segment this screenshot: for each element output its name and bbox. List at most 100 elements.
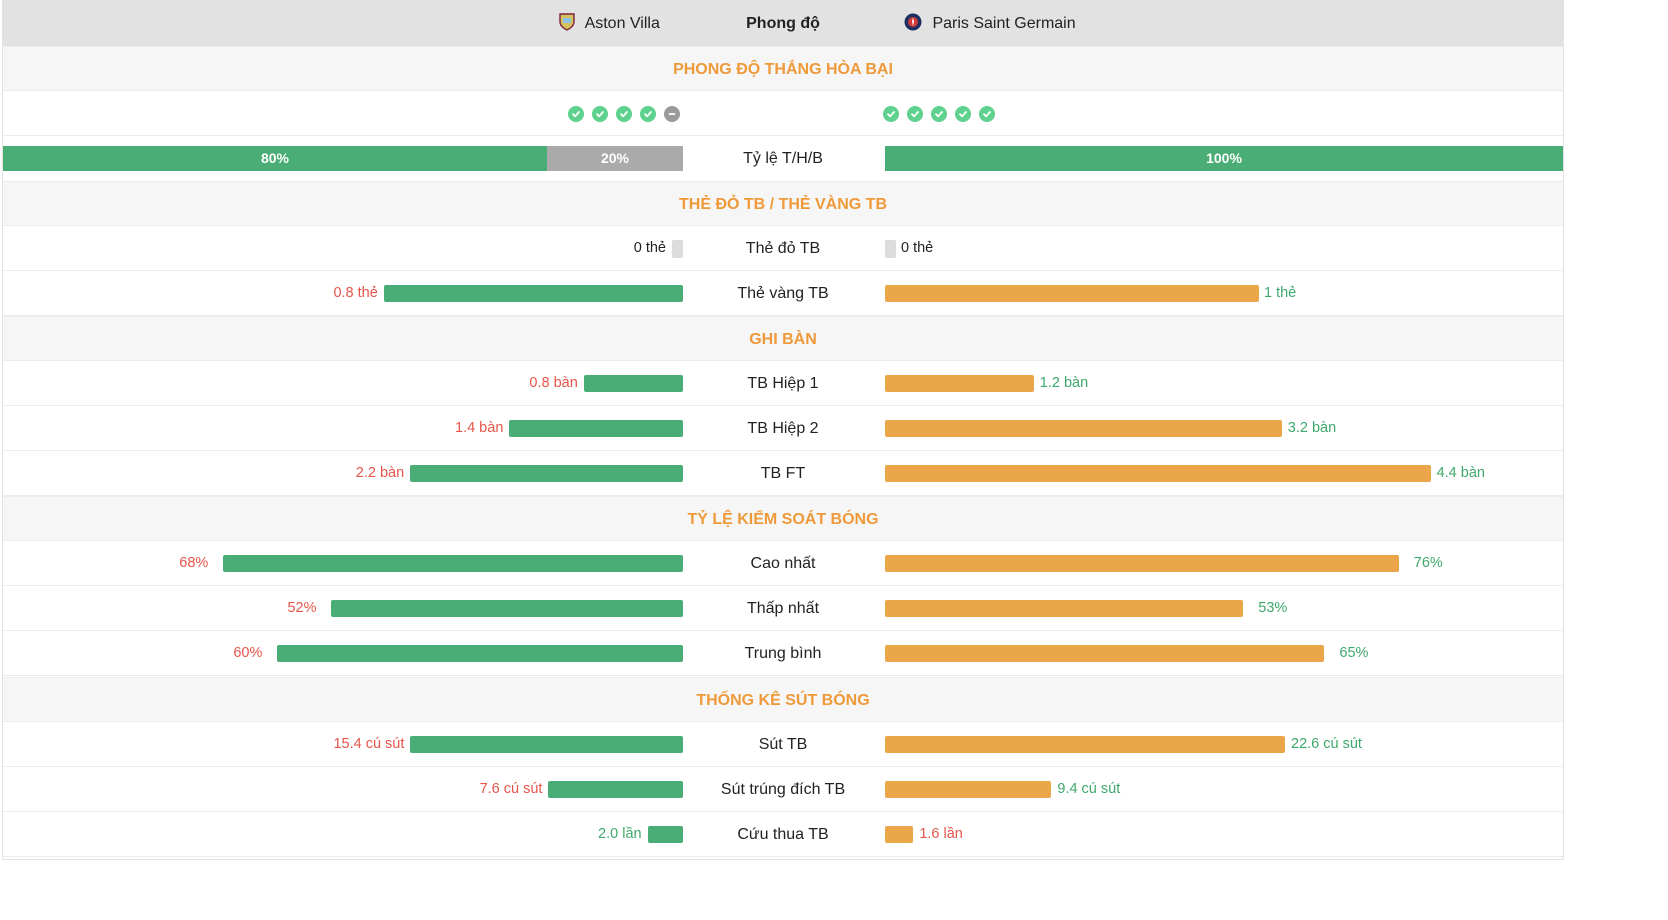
possession-3-away-bar — [885, 645, 1325, 662]
goals-3-row: 2.2 bàn TB FT 4.4 bàn — [3, 451, 1563, 496]
shots-2-row: 7.6 cú sút Sút trúng đích TB 9.4 cú sút — [3, 767, 1563, 812]
shots-3-home-value: 2.0 lần — [598, 826, 642, 842]
shots-2-label: Sút trúng đích TB — [720, 781, 846, 798]
goals-1-label: TB Hiệp 1 — [747, 375, 819, 392]
home-win-bar: 80% — [3, 146, 547, 171]
shots-2-away-bar — [885, 781, 1052, 798]
possession-3-label: Trung bình — [744, 645, 822, 662]
psg-crest-icon — [904, 13, 922, 31]
shots-2-away-value: 9.4 cú sút — [1057, 781, 1121, 797]
shots-1-home-bar — [410, 736, 683, 753]
goals-3-home-bar — [410, 465, 683, 482]
win-check-icon — [616, 106, 632, 122]
ratio-label: Tỷ lệ T/H/B — [743, 150, 823, 167]
section-shots: THỐNG KÊ SÚT BÓNG — [3, 677, 1563, 722]
draw-minus-icon — [664, 106, 680, 122]
possession-1-label: Cao nhất — [750, 555, 816, 572]
section-cards-title: THẺ ĐỎ TB / THẺ VÀNG TB — [679, 196, 887, 213]
goals-2-home-bar — [509, 420, 683, 437]
goals-3-away-value: 4.4 bàn — [1436, 465, 1485, 481]
red-card-row: 0 thẻ Thẻ đỏ TB 0 thẻ — [3, 226, 1563, 271]
away-yellow-value: 1 thẻ — [1264, 285, 1297, 301]
away-team-name: Paris Saint Germain — [932, 15, 1076, 32]
yellow-card-row: 0.8 thẻ Thẻ vàng TB 1 thẻ — [3, 271, 1563, 316]
win-check-icon — [931, 106, 947, 122]
possession-3-home-value: 60% — [233, 645, 263, 661]
win-check-icon — [883, 106, 899, 122]
header-title-text: Phong độ — [746, 15, 820, 32]
home-yellow-value: 0.8 thẻ — [333, 285, 378, 301]
possession-2-row: 52% Thấp nhất 53% — [3, 586, 1563, 631]
shots-3-label: Cứu thua TB — [737, 826, 829, 843]
possession-2-home-value: 52% — [287, 600, 317, 616]
possession-3-home-bar — [277, 645, 683, 662]
section-shots-title: THỐNG KÊ SÚT BÓNG — [696, 692, 870, 709]
away-red-value: 0 thẻ — [901, 240, 934, 256]
goals-2-label: TB Hiệp 2 — [747, 420, 819, 437]
goals-1-away-bar — [885, 375, 1034, 392]
goals-2-away-value: 3.2 bàn — [1287, 420, 1337, 436]
home-red-value: 0 thẻ — [633, 240, 666, 256]
shots-1-home-value: 15.4 cú sút — [333, 736, 405, 752]
shots-1-away-bar — [885, 736, 1286, 753]
home-team[interactable]: Aston Villa — [559, 1, 660, 46]
possession-2-away-value: 53% — [1258, 600, 1288, 616]
yellow-card-label: Thẻ vàng TB — [737, 285, 829, 302]
goals-3-away-bar — [885, 465, 1431, 482]
form-comparison-panel: Aston Villa Phong độ Paris Saint Germain… — [2, 0, 1564, 860]
home-team-name: Aston Villa — [584, 15, 660, 32]
possession-1-home-bar — [223, 555, 683, 572]
form-results-row — [3, 91, 1563, 136]
shots-2-home-value: 7.6 cú sút — [479, 781, 543, 797]
section-goals: GHI BÀN — [3, 316, 1563, 361]
possession-2-away-bar — [885, 600, 1244, 617]
shots-3-away-bar — [885, 826, 914, 843]
away-red-card-marker — [885, 240, 896, 258]
shots-1-label: Sút TB — [758, 736, 808, 753]
win-check-icon — [907, 106, 923, 122]
win-check-icon — [979, 106, 995, 122]
away-form-icons — [883, 106, 995, 122]
win-check-icon — [592, 106, 608, 122]
home-form-icons — [568, 106, 680, 122]
section-possession-title: TỶ LỆ KIỂM SOÁT BÓNG — [687, 511, 879, 528]
goals-2-row: 1.4 bàn TB Hiệp 2 3.2 bàn — [3, 406, 1563, 451]
goals-3-label: TB FT — [760, 465, 806, 482]
win-check-icon — [568, 106, 584, 122]
possession-1-away-value: 76% — [1413, 555, 1443, 571]
section-form-title: PHONG ĐỘ THẮNG HÒA BẠI — [673, 61, 893, 78]
possession-2-home-bar — [331, 600, 683, 617]
possession-1-row: 68% Cao nhất 76% — [3, 541, 1563, 586]
goals-2-home-value: 1.4 bàn — [455, 420, 504, 436]
goals-2-away-bar — [885, 420, 1282, 437]
section-form: PHONG ĐỘ THẮNG HÒA BẠI — [3, 46, 1563, 91]
home-draw-bar: 20% — [547, 146, 683, 171]
shots-3-home-bar — [647, 826, 683, 843]
win-check-icon — [955, 106, 971, 122]
home-yellow-bar — [383, 285, 683, 302]
home-red-card-marker — [672, 240, 683, 258]
possession-3-row: 60% Trung bình 65% — [3, 631, 1563, 676]
aston-villa-crest-icon — [559, 13, 575, 32]
away-team[interactable]: Paris Saint Germain — [904, 1, 1076, 46]
goals-1-home-bar — [583, 375, 683, 392]
goals-1-row: 0.8 bàn TB Hiệp 1 1.2 bàn — [3, 361, 1563, 406]
possession-1-away-bar — [885, 555, 1399, 572]
red-card-label: Thẻ đỏ TB — [745, 240, 821, 257]
win-check-icon — [640, 106, 656, 122]
comparison-header: Aston Villa Phong độ Paris Saint Germain — [3, 1, 1563, 46]
section-possession: TỶ LỆ KIỂM SOÁT BÓNG — [3, 496, 1563, 541]
home-win-pct: 80% — [260, 150, 290, 166]
shots-3-row: 2.0 lần Cứu thua TB 1.6 lần — [3, 812, 1563, 857]
goals-1-away-value: 1.2 bàn — [1039, 375, 1089, 391]
shots-2-home-bar — [548, 781, 683, 798]
possession-2-label: Thấp nhất — [746, 600, 820, 617]
away-yellow-bar — [885, 285, 1259, 302]
possession-3-away-value: 65% — [1339, 645, 1369, 661]
away-win-pct: 100% — [1206, 150, 1242, 166]
goals-1-home-value: 0.8 bàn — [529, 375, 578, 391]
home-draw-pct: 20% — [600, 150, 630, 166]
shots-3-away-value: 1.6 lần — [919, 826, 963, 842]
possession-1-home-value: 68% — [179, 555, 209, 571]
section-cards: THẺ ĐỎ TB / THẺ VÀNG TB — [3, 181, 1563, 226]
